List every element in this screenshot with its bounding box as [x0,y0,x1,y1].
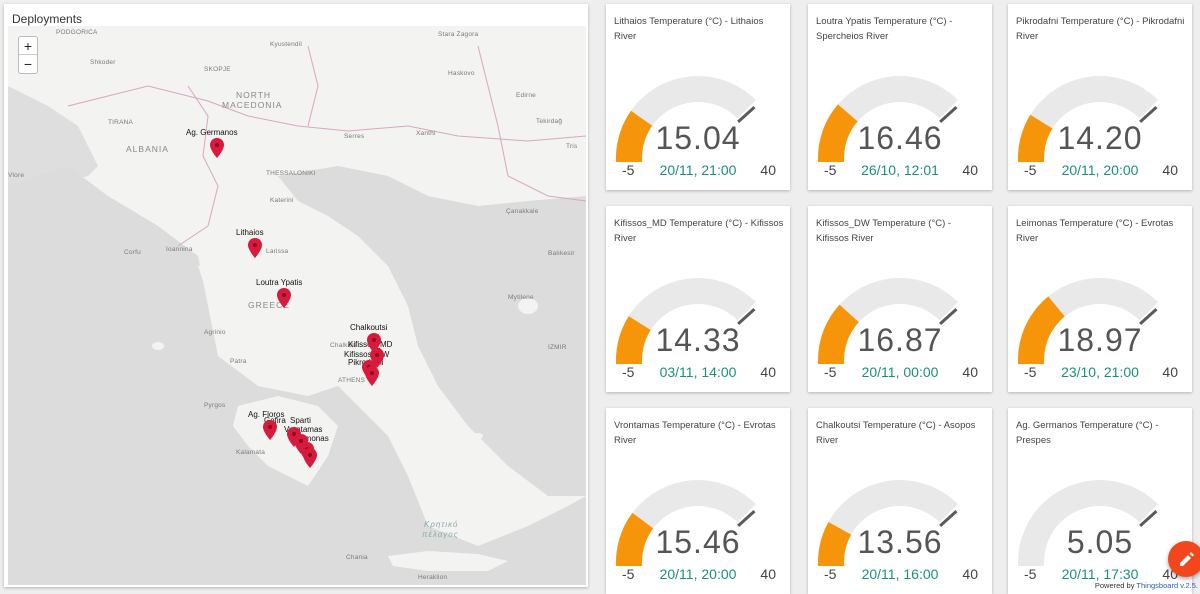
place-label: πέλαγος [422,530,459,539]
map-canvas[interactable]: + − PODGORICA Kyustendil Stara Zagora Sh… [8,26,586,585]
gauge-card: Kifissos_DW Temperature (°C) - Kifissos … [808,206,992,392]
marker-label: Chalkoutsi [350,323,387,332]
gauge-value: 15.04 [606,120,790,157]
place-label: Larissa [266,248,288,255]
place-label: Patra [230,358,247,365]
map-title: Deployments [12,12,82,26]
gauge-card: Chalkoutsi Temperature (°C) - Asopos Riv… [808,408,992,594]
edit-dashboard-button[interactable] [1168,541,1200,577]
map-background [8,26,586,585]
place-label: Çanakkale [506,208,539,215]
place-label: Chania [346,554,368,561]
place-label: MACEDONIA [222,100,282,110]
marker-label: Loutra Ypatis [256,278,302,287]
gauge-title: Loutra Ypatis Temperature (°C) - Sperche… [816,14,986,44]
gauge-card: Kifissos_MD Temperature (°C) - Kifissos … [606,206,790,392]
gauge-card: Vrontamas Temperature (°C) - Evrotas Riv… [606,408,790,594]
map-marker-icon[interactable] [303,448,317,468]
powered-by: Powered by Thingsboard v.2.5. [1095,581,1198,590]
place-label: Xanthi [416,130,436,137]
gauge-title: Vrontamas Temperature (°C) - Evrotas Riv… [614,418,784,448]
place-label: TIRANA [108,119,133,126]
map-marker-icon[interactable] [210,138,224,158]
gauge-title: Lithaios Temperature (°C) - Lithaios Riv… [614,14,784,44]
map-marker-icon[interactable] [263,420,277,440]
marker-label: Ag. Germanos [186,128,238,137]
gauge-card: Loutra Ypatis Temperature (°C) - Sperche… [808,4,992,190]
gauge-title: Ag. Germanos Temperature (°C) - Prespes [1016,418,1186,448]
gauge-card: Lithaios Temperature (°C) - Lithaios Riv… [606,4,790,190]
zoom-in-button[interactable]: + [19,37,37,55]
map-marker-icon[interactable] [365,366,379,386]
place-label: IZMIR [548,344,567,351]
gauge-max: 40 [1162,162,1178,178]
deployments-map-widget: Deployments + − [4,4,588,587]
gauge-max: 40 [962,364,978,380]
place-label: Kalamata [236,449,265,456]
place-label: Corfu [124,249,141,256]
gauge-value: 15.46 [606,524,790,561]
gauge-max: 40 [760,162,776,178]
gauge-card: Pikrodafni Temperature (°C) - Pikrodafni… [1008,4,1192,190]
place-label: Vlore [8,172,24,179]
gauge-value: 13.56 [808,524,992,561]
gauge-card: Leimonas Temperature (°C) - Evrotas Rive… [1008,206,1192,392]
place-label: Ioannina [166,246,193,253]
place-label: THESSALONIKI [266,170,316,177]
gauge-value: 14.33 [606,322,790,359]
zoom-control: + − [18,36,38,74]
gauge-value: 5.05 [1008,524,1192,561]
place-label: Tekirdağ [536,118,562,125]
place-label: Edirne [516,92,536,99]
place-label: Serres [344,133,364,140]
gauge-value: 14.20 [1008,120,1192,157]
zoom-out-button[interactable]: − [19,55,37,73]
powered-prefix: Powered by [1095,581,1137,590]
place-label: Κρητικό [424,520,458,529]
gauge-title: Leimonas Temperature (°C) - Evrotas Rive… [1016,216,1186,246]
place-label: Tris [566,143,577,150]
gauge-value: 16.46 [808,120,992,157]
place-label: Balıkesir [548,250,575,257]
place-label: Haskovo [448,70,475,77]
place-label: Kyustendil [270,41,302,48]
map-marker-icon[interactable] [248,238,262,258]
map-marker-icon[interactable] [277,288,291,308]
gauge-value: 18.97 [1008,322,1192,359]
place-label: Katerini [270,197,294,204]
gauge-max: 40 [760,364,776,380]
gauge-title: Pikrodafni Temperature (°C) - Pikrodafni… [1016,14,1186,44]
place-label: Shkoder [90,59,116,66]
gauge-max: 40 [962,566,978,582]
place-label: PODGORICA [56,29,98,36]
marker-label: Lithaios [236,228,264,237]
edit-icon [1168,541,1200,577]
place-label: Heraklion [418,574,447,581]
gauge-max: 40 [760,566,776,582]
gauge-max: 40 [962,162,978,178]
gauge-max: 40 [1162,364,1178,380]
place-label: NORTH [236,90,271,100]
marker-label: Sparti [290,416,311,425]
place-label: Pyrgos [204,402,225,409]
gauge-title: Kifissos_MD Temperature (°C) - Kifissos … [614,216,784,246]
gauge-title: Kifissos_DW Temperature (°C) - Kifissos … [816,216,986,246]
place-label: Agrinio [204,329,226,336]
place-label: SKOPJE [204,66,231,73]
gauge-value: 16.87 [808,322,992,359]
gauge-card: Ag. Germanos Temperature (°C) - Prespes … [1008,408,1192,594]
thingsboard-link[interactable]: Thingsboard v.2.5. [1136,581,1198,590]
gauge-title: Chalkoutsi Temperature (°C) - Asopos Riv… [816,418,986,448]
place-label: ALBANIA [126,144,169,154]
place-label: Stara Zagora [438,31,478,38]
place-label: Mytilene [508,294,534,301]
